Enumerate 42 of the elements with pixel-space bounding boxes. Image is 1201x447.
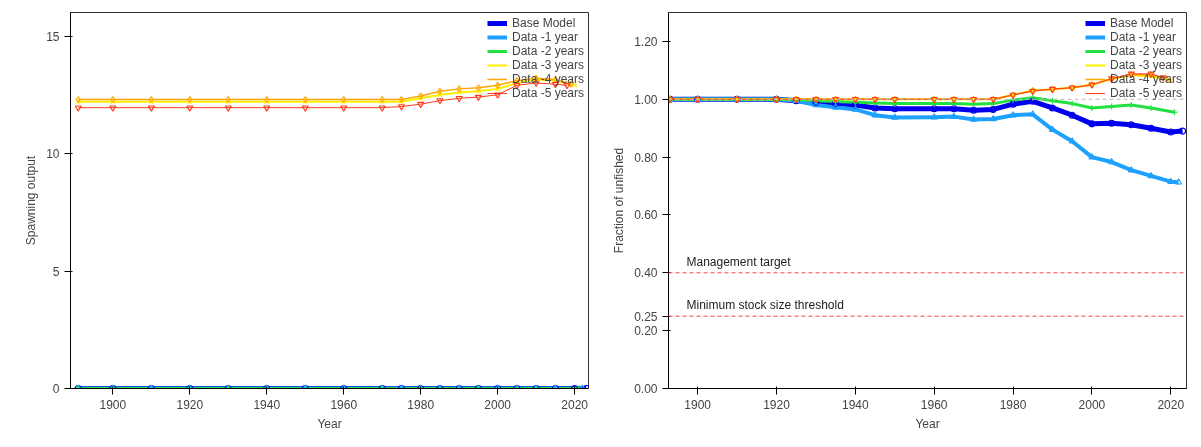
y-tick-label: 0.20 [634,324,658,339]
y-tick-label: 0.00 [634,382,658,396]
y-tick-label: 5 [52,264,60,279]
y-tick-label: 10 [46,147,60,161]
y-tick-label: 0 [52,382,60,396]
legend-label: Base Model [1109,16,1174,30]
x-tick-label: 2000 [1078,397,1106,412]
y-tick-label: 0.80 [634,150,658,165]
y-tick-label: 15 [46,29,60,44]
x-tick-label: 1940 [253,397,281,412]
legend-label: Data -3 years [1109,58,1182,72]
x-axis-title: Year [317,416,342,431]
y-tick-label: 1.00 [634,92,658,107]
x-tick-label: 1960 [330,397,358,412]
x-tick-label: 2020 [1157,397,1185,412]
legend-label: Data -2 years [1109,44,1182,58]
x-tick-label: 1980 [407,397,435,412]
x-tick-label: 1940 [842,397,870,412]
y-tick-label: 1.20 [634,34,658,49]
legend-label: Data -2 years [511,44,584,58]
x-tick-label: 2020 [561,397,589,412]
ref-line-label: Minimum stock size threshold [686,298,844,313]
x-tick-label: 1900 [684,397,712,412]
ref-line-label: Management target [686,254,792,269]
x-tick-label: 1920 [763,397,791,412]
legend-label: Base Model [511,16,576,30]
y-tick-label: 0.25 [634,309,658,324]
x-tick-label: 1920 [176,397,204,412]
legend-label: Data -1 year [1109,30,1176,44]
y-axis-title: Spawning output [24,155,39,246]
x-tick-label: 2000 [484,397,512,412]
legend-label: Data -1 year [511,30,578,44]
x-axis-title: Year [915,416,940,431]
y-tick-label: 0.60 [634,208,658,223]
x-tick-label: 1980 [999,397,1027,412]
legend-label: Data -3 years [511,58,584,72]
y-axis-title: Fraction of unfished [612,147,627,254]
y-tick-label: 0.40 [634,266,658,281]
legend-label: Data -5 years [511,86,584,100]
legend-label: Data -5 years [1109,86,1182,100]
x-tick-label: 1960 [920,397,948,412]
x-tick-label: 1900 [99,397,127,412]
